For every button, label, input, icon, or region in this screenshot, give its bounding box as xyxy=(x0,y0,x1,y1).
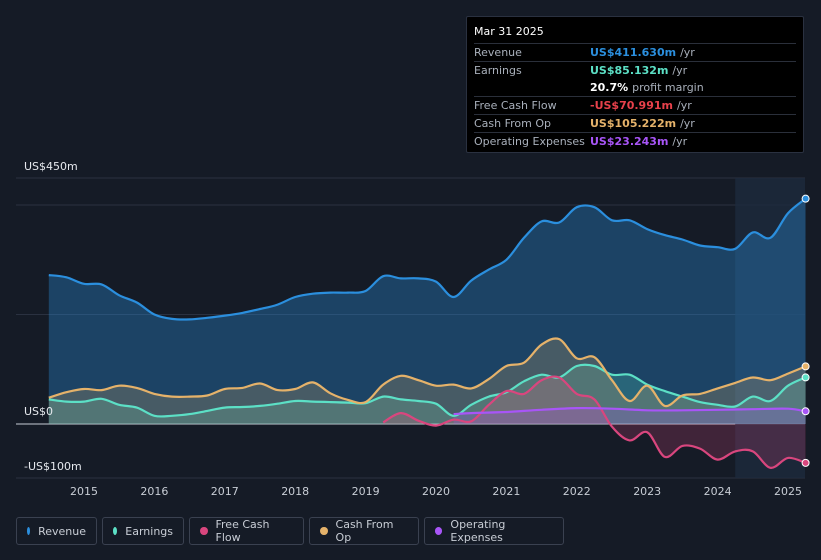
legend-dot-icon xyxy=(435,527,443,535)
x-tick-label: 2015 xyxy=(70,485,98,498)
tooltip-value: 20.7% xyxy=(590,81,629,94)
tooltip-row-cfo: Cash From Op US$105.222m /yr xyxy=(474,114,796,132)
revenue-line xyxy=(48,197,807,321)
series-end-markers xyxy=(801,194,810,467)
tooltip-row-opex: Operating Expenses US$23.243m /yr xyxy=(474,132,796,150)
legend-dot-icon xyxy=(113,527,118,535)
x-tick-label: 2018 xyxy=(281,485,309,498)
x-tick-label: 2025 xyxy=(774,485,802,498)
tooltip-value: -US$70.991m xyxy=(590,99,673,112)
revenue-area xyxy=(48,198,806,424)
tooltip-label: Revenue xyxy=(474,46,522,59)
legend-item-revenue[interactable]: Revenue xyxy=(16,517,97,545)
tooltip-row-earnings: Earnings US$85.132m /yr xyxy=(474,61,796,79)
tooltip-unit: /yr xyxy=(676,99,692,112)
cash-from-op-end-marker xyxy=(801,362,810,371)
revenue-end-marker xyxy=(801,194,810,203)
tooltip-label xyxy=(474,79,590,96)
legend-item-operating-expenses[interactable]: Operating Expenses xyxy=(424,517,564,545)
operating-expenses-line xyxy=(453,406,806,416)
series-areas xyxy=(48,198,806,468)
y-tick-label-min: -US$100m xyxy=(24,460,82,473)
legend-item-earnings[interactable]: Earnings xyxy=(102,517,184,545)
forecast-highlight xyxy=(735,178,805,478)
tooltip-label: Cash From Op xyxy=(474,117,552,130)
legend-label: Revenue xyxy=(38,524,86,538)
cash-from-op-line xyxy=(48,337,807,408)
legend-label: Free Cash Flow xyxy=(215,518,270,544)
tooltip-unit: /yr xyxy=(680,46,695,59)
data-tooltip: Mar 31 2025 Revenue US$411.630m /yr Earn… xyxy=(466,16,804,153)
highlight-band xyxy=(735,178,805,478)
x-tick-label: 2023 xyxy=(633,485,661,498)
x-tick-label: 2024 xyxy=(704,485,732,498)
x-axis: 2015 2016 2017 2018 2019 2020 2021 2022 2023 2024… xyxy=(70,485,802,498)
tooltip-value: US$105.222m xyxy=(590,117,677,130)
legend-dot-icon xyxy=(320,527,328,535)
y-tick-label-zero: US$0 xyxy=(24,405,54,418)
legend-label: Cash From Op xyxy=(335,518,394,544)
tooltip-date: Mar 31 2025 xyxy=(474,25,544,38)
tooltip-unit: /yr xyxy=(672,135,688,148)
tooltip-value: US$23.243m xyxy=(590,135,669,148)
x-tick-label: 2021 xyxy=(492,485,520,498)
tooltip-unit: /yr xyxy=(672,64,688,77)
x-tick-label: 2022 xyxy=(563,485,591,498)
legend-item-cash-from-op[interactable]: Cash From Op xyxy=(309,517,419,545)
tooltip-unit: /yr xyxy=(680,117,695,130)
x-tick-label: 2020 xyxy=(422,485,450,498)
tooltip-value: US$411.630m xyxy=(590,46,677,59)
tooltip-row-revenue: Revenue US$411.630m /yr xyxy=(474,43,796,61)
y-tick-label-max: US$450m xyxy=(24,160,78,173)
legend-label: Operating Expenses xyxy=(450,518,506,544)
x-tick-label: 2017 xyxy=(211,485,239,498)
free-cash-flow-end-marker xyxy=(801,458,810,467)
operating-expenses-end-marker xyxy=(801,407,810,416)
free-cash-flow-line xyxy=(382,375,806,469)
x-tick-label: 2016 xyxy=(140,485,168,498)
earnings-end-marker xyxy=(801,373,810,382)
tooltip-label: Operating Expenses xyxy=(474,135,585,148)
tooltip-row-margin: 20.7% profit margin xyxy=(474,79,796,96)
legend-item-free-cash-flow[interactable]: Free Cash Flow xyxy=(189,517,304,545)
tooltip-unit: profit margin xyxy=(632,81,704,94)
legend-dot-icon xyxy=(200,527,208,535)
free-cash-flow-area xyxy=(383,376,806,468)
tooltip-value: US$85.132m xyxy=(590,64,669,77)
tooltip-row-fcf: Free Cash Flow -US$70.991m /yr xyxy=(474,96,796,114)
tooltip-label: Earnings xyxy=(474,64,522,77)
tooltip-label: Free Cash Flow xyxy=(474,99,557,112)
operating-expenses-area xyxy=(453,408,806,424)
legend-dot-icon xyxy=(27,527,31,535)
cash-from-op-area xyxy=(48,338,806,424)
series-lines xyxy=(48,197,807,469)
gridlines xyxy=(16,177,805,479)
legend-label: Earnings xyxy=(125,524,173,538)
x-tick-label: 2019 xyxy=(352,485,380,498)
